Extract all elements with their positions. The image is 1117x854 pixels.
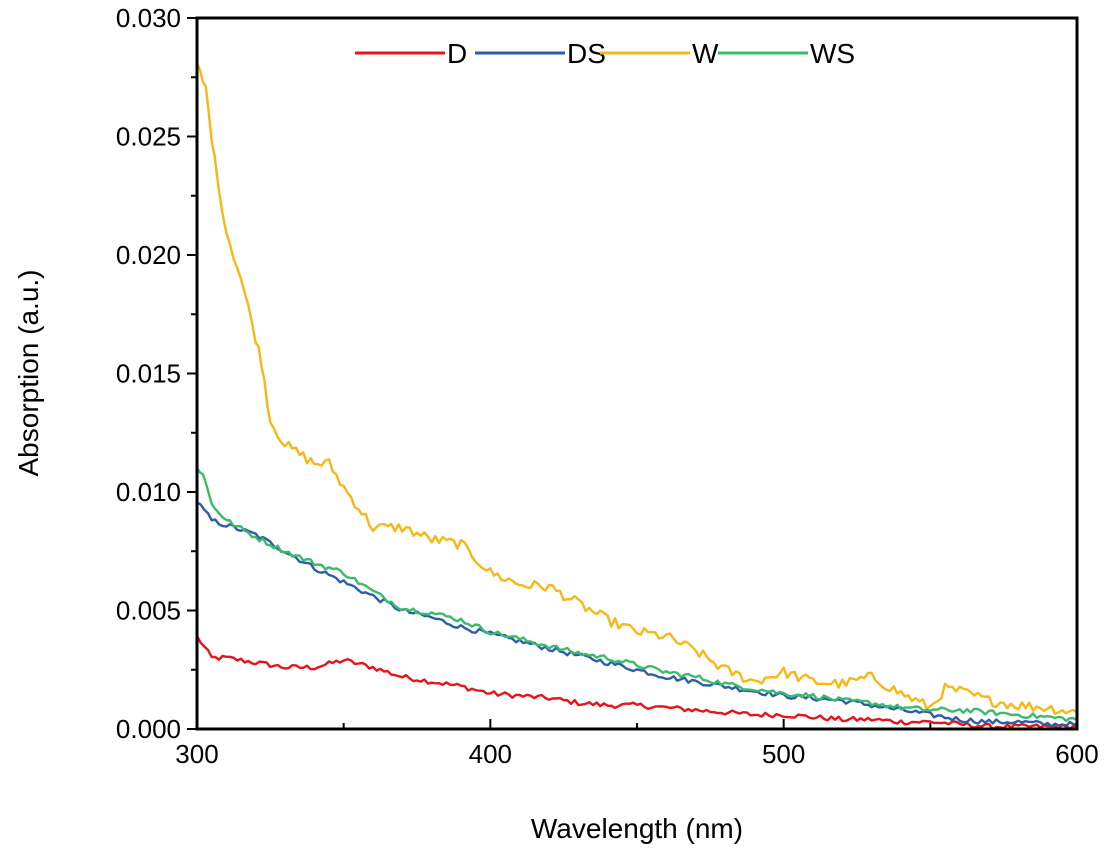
legend: D DS W WS <box>355 38 855 69</box>
x-tick-label: 400 <box>469 739 512 769</box>
y-axis-label: Absorption (a.u.) <box>13 270 44 477</box>
y-tick-label: 0.025 <box>116 122 181 152</box>
x-tick-label: 300 <box>175 739 218 769</box>
y-tick-label: 0.010 <box>116 477 181 507</box>
legend-label-w: W <box>692 38 719 69</box>
series-line-ds <box>196 501 1078 728</box>
x-axis-label: Wavelength (nm) <box>531 813 743 844</box>
y-tick-label: 0.000 <box>116 714 181 744</box>
plot-frame <box>195 16 1079 731</box>
series-line-w <box>195 61 1078 715</box>
legend-label-d: D <box>447 38 467 69</box>
legend-label-ds: DS <box>567 38 606 69</box>
y-tick-label: 0.005 <box>116 596 181 626</box>
legend-label-ws: WS <box>810 38 855 69</box>
y-tick-label: 0.020 <box>116 240 181 270</box>
series-line-ws <box>196 467 1078 723</box>
x-tick-label: 600 <box>1055 739 1098 769</box>
series-line-d <box>195 635 1078 731</box>
series-layer <box>195 61 1078 731</box>
y-tick-label: 0.030 <box>116 3 181 33</box>
ticks-layer: 300 400 500 600 0.000 0.005 0.010 0.015 0.020 0.0… <box>116 3 1099 769</box>
x-tick-label: 500 <box>762 739 805 769</box>
y-tick-label: 0.015 <box>116 359 181 389</box>
